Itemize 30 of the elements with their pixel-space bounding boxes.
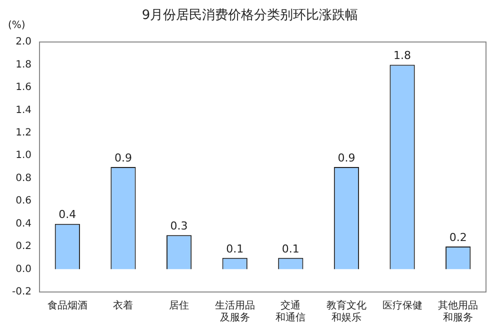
chart-title: 9月份居民消费价格分类别环比涨跌幅	[142, 8, 358, 23]
y-tick-label: 1.8	[16, 59, 32, 70]
x-tick-label: 交通和通信	[276, 300, 306, 324]
y-axis-title: (%)	[8, 20, 26, 31]
y-tick-label: 0.4	[16, 218, 32, 230]
x-tick-label: 医疗保健	[382, 300, 422, 312]
data-label: 0.2	[449, 230, 467, 244]
x-tick-label: 居住	[169, 300, 190, 312]
y-tick-label: 0.8	[16, 172, 32, 184]
y-tick-label: 1.4	[16, 104, 32, 116]
y-tick-label: 0.0	[16, 264, 32, 275]
data-label: 0.1	[282, 242, 300, 256]
y-tick-label: -0.2	[12, 286, 32, 298]
data-label: 1.8	[394, 49, 412, 62]
y-tick-label: 0.6	[16, 196, 32, 207]
data-label: 0.3	[170, 220, 188, 233]
y-tick-label: 1.6	[16, 82, 32, 94]
x-tick-label: 衣着	[113, 300, 134, 312]
y-tick-label: 0.2	[16, 241, 32, 252]
data-label: 0.4	[58, 208, 76, 222]
data-label: 0.1	[226, 242, 244, 256]
x-tick-label: 其他用品和服务	[438, 300, 478, 324]
y-tick-label: 1.0	[16, 150, 32, 162]
y-tick-label: 2.0	[16, 36, 32, 48]
data-label: 0.9	[114, 151, 132, 164]
data-label: 0.9	[338, 151, 356, 164]
y-tick-label: 1.2	[16, 128, 32, 139]
x-tick-label: 食品烟酒	[47, 300, 88, 312]
x-tick-label: 教育文化和娱乐	[326, 300, 366, 324]
x-tick-label: 生活用品及服务	[214, 300, 255, 324]
